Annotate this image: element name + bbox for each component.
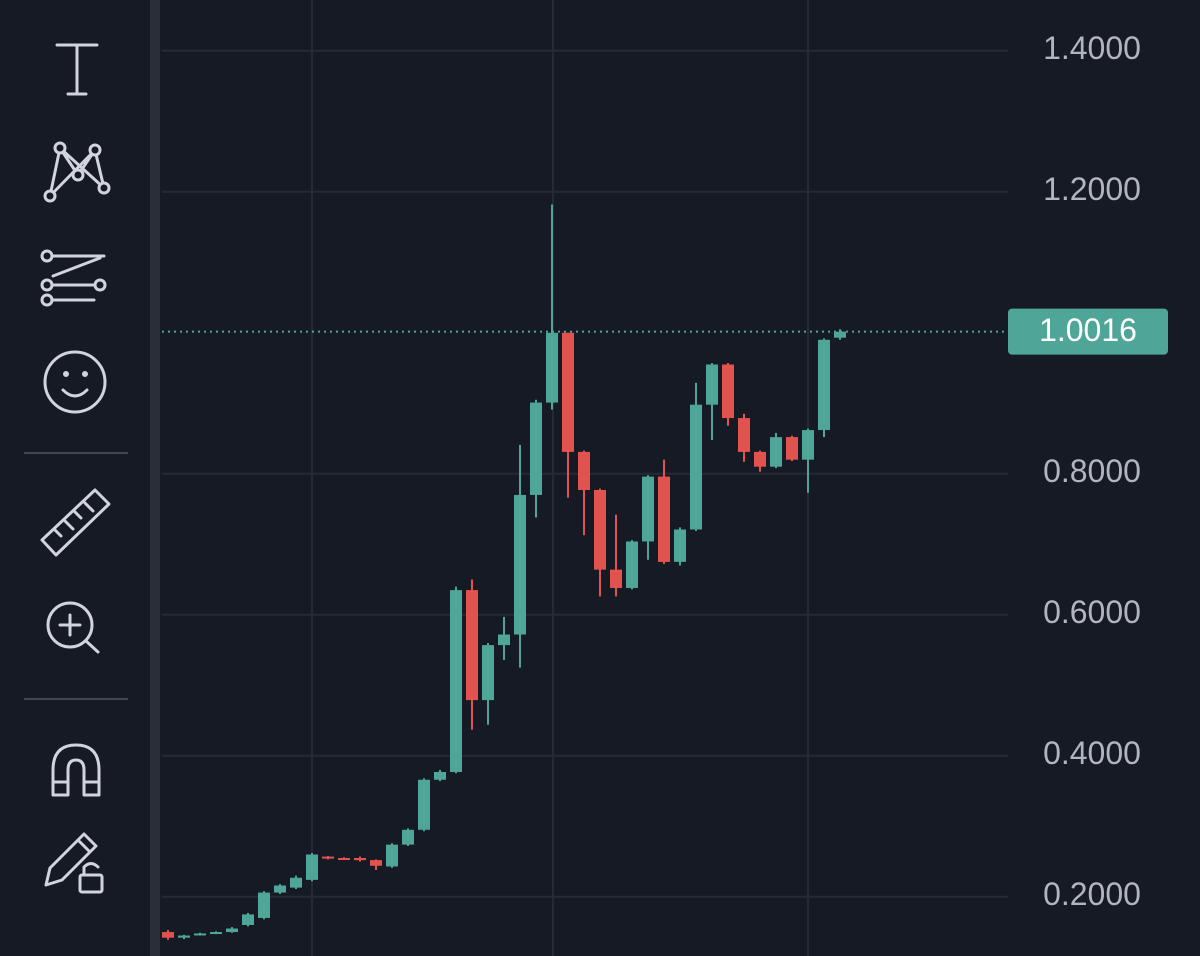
drawing-toolbar (24, 43, 128, 894)
candle-body (802, 430, 814, 460)
candle-body (642, 476, 654, 542)
candle-body (210, 932, 222, 935)
candle-body (386, 844, 398, 867)
candle-body (290, 877, 302, 888)
candle-body (530, 402, 542, 495)
candle-body (370, 860, 382, 866)
toolbar-divider (150, 0, 160, 956)
candle-body (242, 914, 254, 925)
candle-body (834, 331, 846, 338)
y-tick-label: 0.2000 (1043, 876, 1141, 912)
magnet-tool[interactable] (51, 743, 101, 797)
emoji-tool[interactable] (43, 350, 107, 414)
candle-body (738, 418, 750, 452)
y-tick-label: 1.4000 (1043, 30, 1141, 66)
candle-body (482, 645, 494, 701)
candle-body (722, 364, 734, 419)
plot-area: 0.2000 0.4000 0.6000 0.8000 1.2000 1.4000 1.00… (162, 30, 1168, 940)
candle-body (786, 437, 798, 460)
candle-body (770, 437, 782, 467)
candle-body (754, 451, 766, 467)
lock-drawings-tool[interactable] (44, 832, 104, 894)
candle-body (514, 494, 526, 635)
candle-body (466, 590, 478, 701)
candle-body (546, 332, 558, 403)
candle-body (418, 779, 430, 830)
candle-body (306, 854, 318, 880)
candle-body (162, 932, 174, 938)
y-tick-label: 0.4000 (1043, 735, 1141, 771)
candle-body (274, 885, 286, 893)
candle-body (226, 928, 238, 933)
last-price-label: 1.0016 (1039, 312, 1137, 348)
candle-body (626, 541, 638, 588)
candle-body (338, 858, 350, 861)
zoom-tool[interactable] (46, 601, 100, 654)
ruler-tool[interactable] (40, 488, 111, 557)
candle-body (674, 529, 686, 562)
candle-body (594, 489, 606, 570)
y-tick-label: 0.8000 (1043, 453, 1141, 489)
pattern-tool[interactable] (43, 141, 111, 203)
candle-body (258, 892, 270, 918)
candle-body (194, 933, 206, 936)
candle-body (562, 332, 574, 452)
candle-body (402, 829, 414, 845)
candle-body (178, 935, 190, 938)
candle-body (450, 590, 462, 772)
candle-body (354, 858, 366, 861)
candle-body (658, 476, 670, 562)
candle-body (578, 451, 590, 490)
candle-body (498, 634, 510, 646)
candle-body (322, 856, 334, 859)
candle-body (706, 364, 718, 405)
text-tool[interactable] (55, 43, 99, 96)
fib-tool[interactable] (40, 249, 107, 307)
y-tick-label: 0.6000 (1043, 594, 1141, 630)
y-tick-label: 1.2000 (1043, 171, 1141, 207)
candle-body (818, 339, 830, 431)
candle-body (690, 404, 702, 530)
last-price-badge (1008, 308, 1168, 355)
candle-body (434, 771, 446, 780)
candle-body (610, 569, 622, 588)
